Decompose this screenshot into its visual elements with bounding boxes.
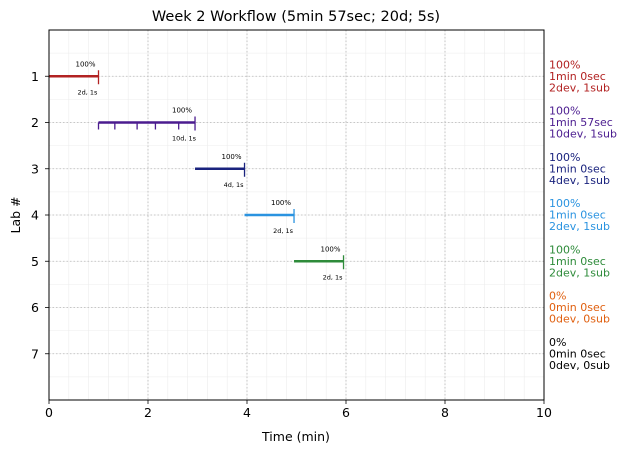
- x-tick-label: 8: [441, 405, 449, 420]
- x-axis-label: Time (min): [261, 429, 330, 444]
- pct-label: 100%: [222, 153, 242, 161]
- y-tick-label: 5: [31, 254, 39, 269]
- pct-label: 100%: [271, 199, 291, 207]
- side-label-line: 0%: [549, 290, 566, 303]
- y-tick-label: 2: [31, 115, 39, 130]
- side-label-line: 100%: [549, 243, 580, 256]
- count-label: 4d, 1s: [224, 181, 245, 189]
- chart-title: Week 2 Workflow (5min 57sec; 20d; 5s): [152, 9, 440, 25]
- side-label-line: 2dev, 1sub: [549, 220, 610, 233]
- count-label: 10d, 1s: [172, 135, 197, 143]
- pct-label: 100%: [75, 60, 95, 68]
- x-tick-label: 0: [45, 405, 53, 420]
- side-label-line: 100%: [549, 58, 580, 71]
- side-label-line: 2dev, 1sub: [549, 81, 610, 94]
- y-axis-label: Lab #: [8, 196, 23, 233]
- side-label-line: 10dev, 1sub: [549, 128, 617, 141]
- y-tick-label: 7: [31, 346, 39, 361]
- x-tick-label: 10: [536, 405, 552, 420]
- side-label-line: 0dev, 0sub: [549, 359, 610, 372]
- x-tick-label: 6: [342, 405, 350, 420]
- count-label: 2d, 1s: [323, 273, 344, 281]
- side-label-line: 100%: [549, 197, 580, 210]
- side-label-line: 1min 0sec: [549, 162, 606, 175]
- y-tick-label: 4: [31, 208, 39, 223]
- side-label-line: 1min 0sec: [549, 255, 606, 268]
- grid-layer: [48, 29, 545, 401]
- side-label-line: 1min 0sec: [549, 70, 606, 83]
- side-label-line: 0min 0sec: [549, 347, 606, 360]
- y-tick-label: 1: [31, 69, 39, 84]
- x-tick-label: 2: [144, 405, 152, 420]
- side-label-line: 100%: [549, 105, 580, 118]
- side-label-line: 100%: [549, 151, 580, 164]
- side-label-line: 0dev, 0sub: [549, 313, 610, 326]
- pct-label: 100%: [172, 107, 192, 115]
- count-label: 2d, 1s: [273, 227, 294, 235]
- pct-label: 100%: [321, 245, 341, 253]
- y-tick-label: 6: [31, 300, 39, 315]
- side-label-line: 1min 0sec: [549, 209, 606, 222]
- count-label: 2d, 1s: [78, 88, 99, 96]
- side-label-line: 0%: [549, 336, 566, 349]
- y-tick-label: 3: [31, 161, 39, 176]
- side-label-line: 4dev, 1sub: [549, 174, 610, 187]
- marks-layer: 100% 2d, 1s 100% 10d, 1s 100% 4d, 1s 100% 2d, 1…: [49, 60, 345, 281]
- side-label-line: 0min 0sec: [549, 301, 606, 314]
- x-tick-label: 4: [243, 405, 251, 420]
- side-label-line: 2dev, 1sub: [549, 266, 610, 279]
- side-label-line: 1min 57sec: [549, 116, 613, 129]
